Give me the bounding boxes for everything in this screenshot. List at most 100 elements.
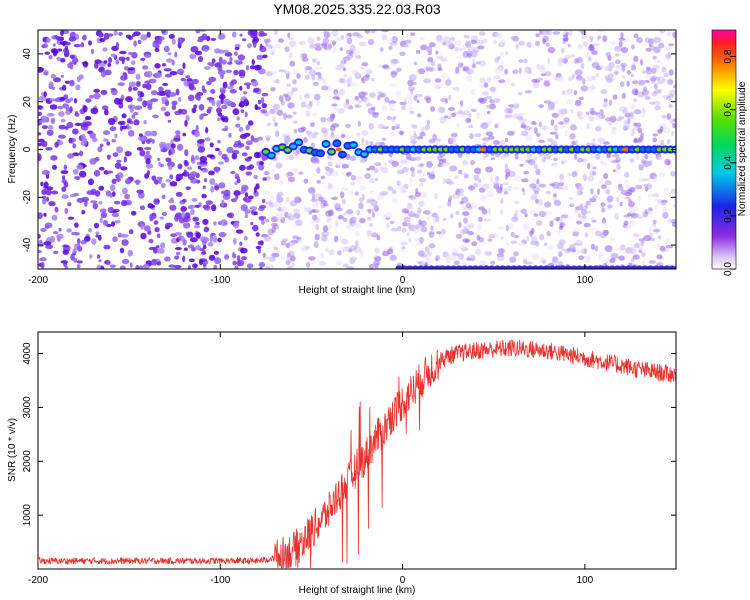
spectrogram-cell bbox=[374, 256, 382, 262]
spectrogram-cell bbox=[110, 53, 117, 57]
spectrogram-cell bbox=[483, 218, 492, 222]
spectrogram-cell bbox=[434, 85, 442, 90]
spectrogram-cell bbox=[589, 85, 596, 90]
spectrogram-cell bbox=[390, 70, 398, 76]
spectrogram-cell bbox=[631, 44, 635, 50]
spectrogram-cell bbox=[616, 118, 622, 122]
spectrogram-cell bbox=[241, 38, 247, 42]
spectrogram-cell bbox=[434, 78, 442, 83]
spectrogram-cell bbox=[305, 74, 310, 80]
spectrogram-cell bbox=[73, 192, 79, 197]
spectrogram-cell bbox=[347, 76, 353, 84]
spectrogram-cell bbox=[246, 84, 250, 90]
spectrogram-cell bbox=[106, 261, 111, 266]
spectrogram-cell bbox=[470, 88, 475, 96]
spectrogram-cell bbox=[465, 202, 472, 208]
spectrogram-cell bbox=[536, 132, 541, 137]
spectrogram-cell bbox=[459, 200, 464, 205]
spectrogram-cell bbox=[427, 259, 434, 263]
spectrogram-cell bbox=[223, 98, 231, 105]
spectrogram-cell bbox=[107, 154, 111, 161]
spectrogram-cell bbox=[493, 232, 498, 238]
spectrogram-cell bbox=[352, 50, 360, 57]
spectrogram-cell bbox=[324, 232, 328, 236]
spectrogram-cell bbox=[408, 176, 413, 183]
spectrogram-cell bbox=[121, 58, 125, 65]
spectrogram-cell bbox=[561, 159, 567, 163]
spectrogram-cell bbox=[424, 95, 432, 102]
spectrogram-cell bbox=[386, 223, 390, 229]
spectrogram-cell bbox=[245, 171, 253, 176]
spectrogram-cell bbox=[64, 42, 71, 46]
spectrogram-cell bbox=[154, 63, 161, 69]
edge-band-cell bbox=[646, 265, 654, 269]
spectrogram-cell bbox=[184, 149, 189, 157]
spectrogram-cell bbox=[331, 30, 339, 37]
spectrogram-cell bbox=[152, 246, 158, 254]
spectrogram-cell bbox=[415, 224, 420, 230]
edge-band-cell bbox=[548, 265, 556, 269]
spectrogram-cell bbox=[360, 66, 364, 70]
spectrogram-cell bbox=[554, 124, 558, 132]
spectrogram-cell bbox=[556, 229, 561, 235]
spectrogram-cell bbox=[622, 108, 628, 115]
spectrogram-cell bbox=[235, 123, 241, 128]
spectrogram-cell bbox=[457, 152, 463, 158]
spectrogram-cell bbox=[178, 97, 182, 102]
spectrogram-cell bbox=[623, 171, 630, 178]
spectrogram-cell bbox=[167, 52, 172, 56]
spectrogram-cell bbox=[652, 193, 660, 198]
spectrogram-cell bbox=[499, 51, 505, 57]
spectrogram-cell bbox=[174, 232, 183, 236]
spectrogram-cell bbox=[43, 241, 52, 246]
spectrogram-cell bbox=[50, 117, 56, 124]
spectrogram-cell bbox=[61, 194, 69, 200]
spectrogram-cell bbox=[159, 216, 164, 220]
spectrogram-cell bbox=[643, 93, 649, 97]
spectrogram-cell bbox=[64, 126, 69, 130]
spectrogram-cell bbox=[285, 259, 291, 266]
colorbar-frame bbox=[711, 29, 737, 270]
spectrogram-cell bbox=[283, 114, 288, 120]
spectrogram-cell bbox=[250, 221, 254, 226]
spectrogram-cell bbox=[402, 221, 408, 227]
spectrogram-cell bbox=[311, 74, 316, 81]
spectrogram-cell bbox=[256, 64, 262, 70]
spectrogram-cell bbox=[355, 176, 363, 182]
spectrogram-cell bbox=[455, 47, 464, 51]
spectrogram-cell bbox=[361, 137, 365, 144]
snr-x-tick-label: 0 bbox=[400, 575, 406, 586]
spectrogram-cell bbox=[137, 90, 141, 97]
spectrogram-cell bbox=[472, 64, 477, 69]
spectrogram-cell bbox=[318, 196, 324, 202]
spectrogram-cell bbox=[586, 123, 590, 130]
spectrogram-cell bbox=[67, 202, 72, 207]
spectrogram-cell bbox=[549, 220, 554, 228]
spectrogram-cell bbox=[220, 74, 224, 80]
spectrogram-cell bbox=[653, 175, 657, 182]
spectrogram-cell bbox=[112, 152, 119, 158]
spectrogram-cell bbox=[504, 168, 511, 175]
spectrogram-cell bbox=[617, 246, 624, 252]
spectrogram-cell bbox=[652, 219, 657, 225]
spectrogram-cell bbox=[76, 243, 81, 247]
spectrogram-cell bbox=[424, 261, 428, 267]
spectrogram-cell bbox=[57, 134, 66, 139]
spectrogram-cell bbox=[150, 258, 158, 266]
spectrogram-cell bbox=[427, 57, 434, 63]
spectrogram-cell bbox=[120, 233, 129, 238]
spectrogram-cell bbox=[643, 234, 652, 242]
spectrogram-cell bbox=[109, 264, 117, 268]
spectrogram-cell bbox=[400, 189, 407, 194]
spectrogram-cell bbox=[101, 105, 109, 110]
spectrogram-cell bbox=[190, 209, 195, 215]
spectrogram-cell bbox=[583, 41, 588, 48]
spectrogram-cell bbox=[210, 186, 215, 193]
spectrogram-cell bbox=[549, 139, 557, 144]
spectrogram-cell bbox=[584, 232, 589, 238]
spectrogram-cell bbox=[672, 31, 676, 39]
spectrogram-cell bbox=[204, 48, 208, 52]
spectrogram-cell bbox=[40, 228, 47, 232]
spectrogram-cell bbox=[504, 137, 509, 143]
spectrogram-cell bbox=[428, 173, 436, 180]
